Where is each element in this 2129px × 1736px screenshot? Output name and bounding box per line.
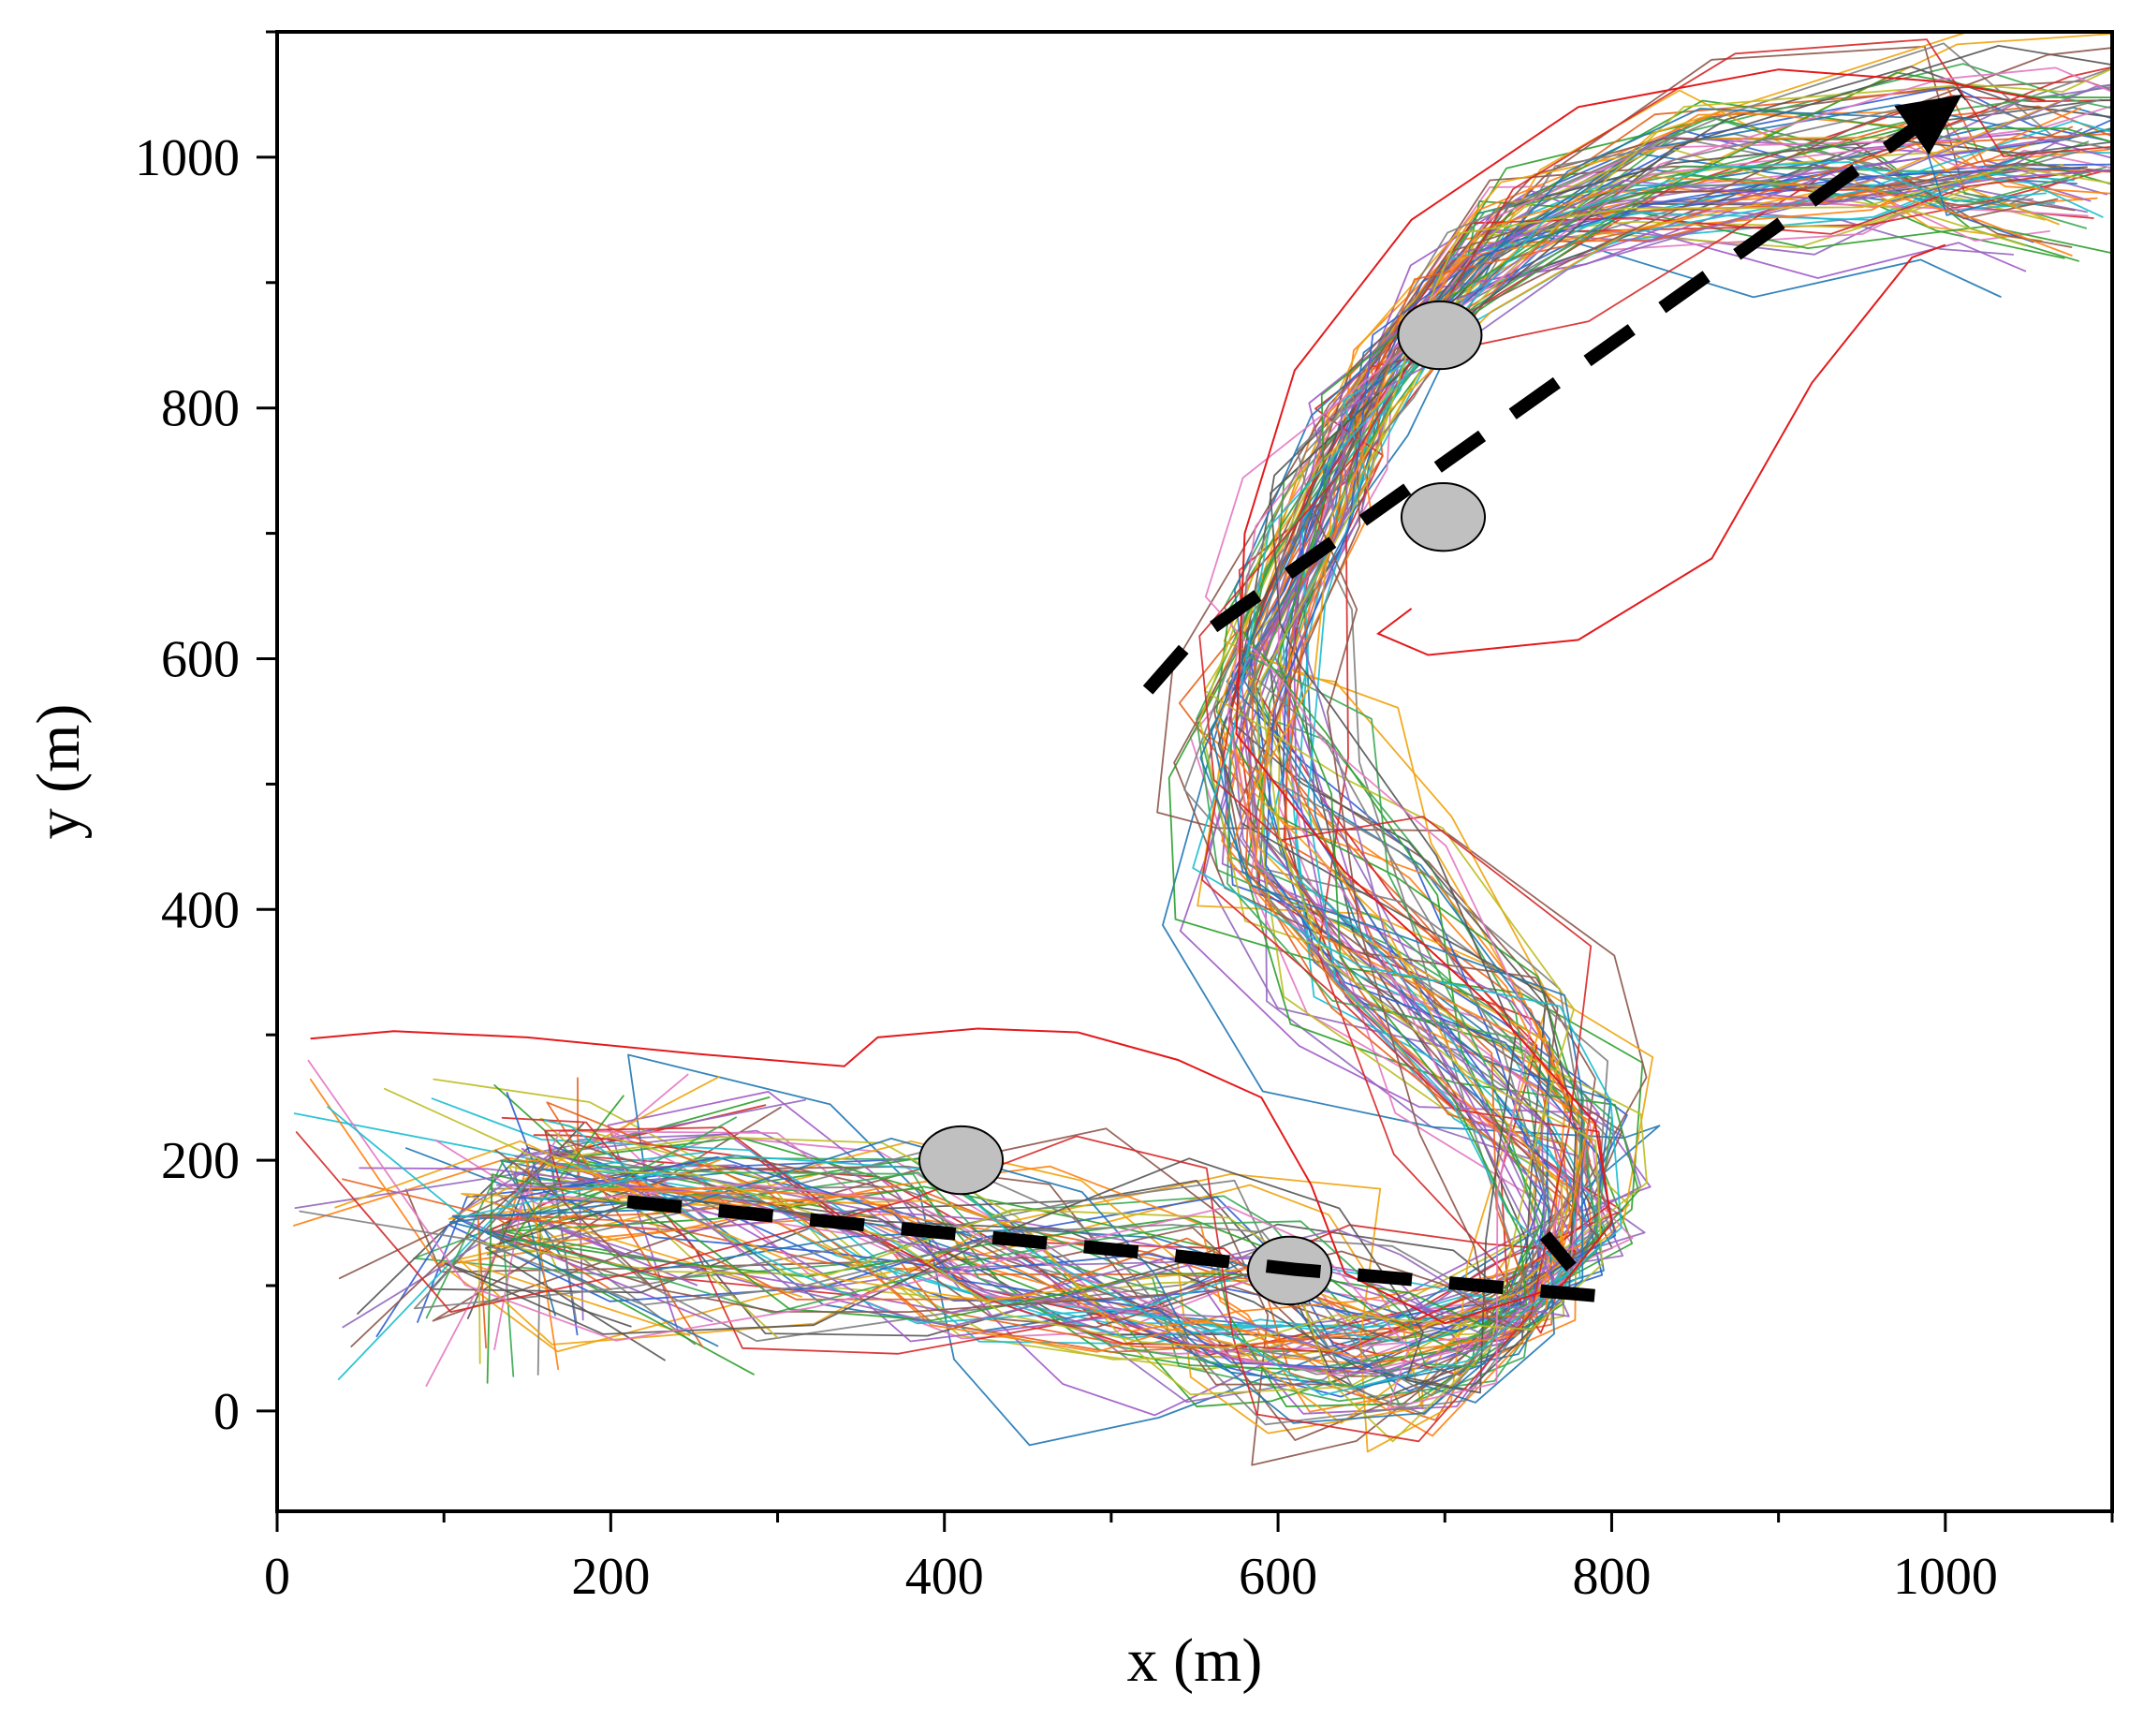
x-tick-label: 800 — [1572, 1548, 1651, 1606]
trajectory-line-outlier — [1376, 243, 1946, 656]
obstacle-circle — [1400, 482, 1487, 552]
x-tick-label: 1000 — [1893, 1548, 1998, 1606]
trajectory-lines — [293, 32, 2112, 1466]
route-arrowhead — [1894, 94, 1962, 155]
trajectory-line — [491, 99, 2112, 1407]
trajectory-line — [486, 127, 2112, 1384]
trajectory-line — [307, 66, 2112, 1410]
trajectory-line — [525, 107, 2081, 1371]
trajectory-line — [484, 139, 2112, 1391]
trajectory-line — [489, 95, 2112, 1376]
trajectory-line — [466, 99, 2112, 1337]
axes: 0 200 400 600 800 1000 0 200 400 600 800 1000 — [135, 30, 2114, 1606]
trajectory-line — [494, 47, 2112, 1333]
trajectory-line — [459, 83, 2112, 1328]
trajectory-line-outer — [310, 68, 2046, 1325]
trajectory-line — [444, 45, 2112, 1394]
y-tick-label: 400 — [161, 881, 240, 939]
trajectory-line — [536, 67, 2112, 1376]
y-tick-label: 0 — [213, 1383, 240, 1441]
x-tick-label: 0 — [264, 1548, 290, 1606]
trajectory-line — [515, 95, 2112, 1368]
obstacles — [918, 300, 1487, 1306]
trajectory-line — [506, 118, 2112, 1332]
route-line — [626, 1195, 1610, 1304]
trajectory-line — [607, 189, 2027, 1417]
route-line — [1142, 89, 1966, 695]
y-tick-label: 1000 — [135, 129, 240, 187]
trajectory-line — [513, 107, 2112, 1332]
obstacle-circle — [918, 1125, 1005, 1196]
trajectory-line — [495, 127, 2083, 1374]
plot-frame — [275, 30, 2114, 1513]
trajectory-line — [327, 161, 2048, 1396]
x-tick-label: 600 — [1239, 1548, 1317, 1606]
trajectory-line — [511, 71, 2112, 1360]
y-tick-label: 600 — [161, 630, 240, 688]
x-axis-label: x (m) — [1127, 1626, 1263, 1695]
y-tick-label: 200 — [161, 1132, 240, 1190]
x-tick-label: 200 — [571, 1548, 650, 1606]
y-tick-label: 800 — [161, 380, 240, 438]
trajectory-line — [529, 140, 2090, 1372]
y-axis-label: y (m) — [24, 704, 93, 840]
obstacle-circle — [1397, 300, 1483, 371]
trajectory-line — [434, 140, 2051, 1377]
trajectory-line — [299, 95, 2102, 1397]
x-tick-label: 400 — [905, 1548, 984, 1606]
planned-route — [626, 89, 1966, 1304]
trajectory-line — [497, 88, 2092, 1421]
